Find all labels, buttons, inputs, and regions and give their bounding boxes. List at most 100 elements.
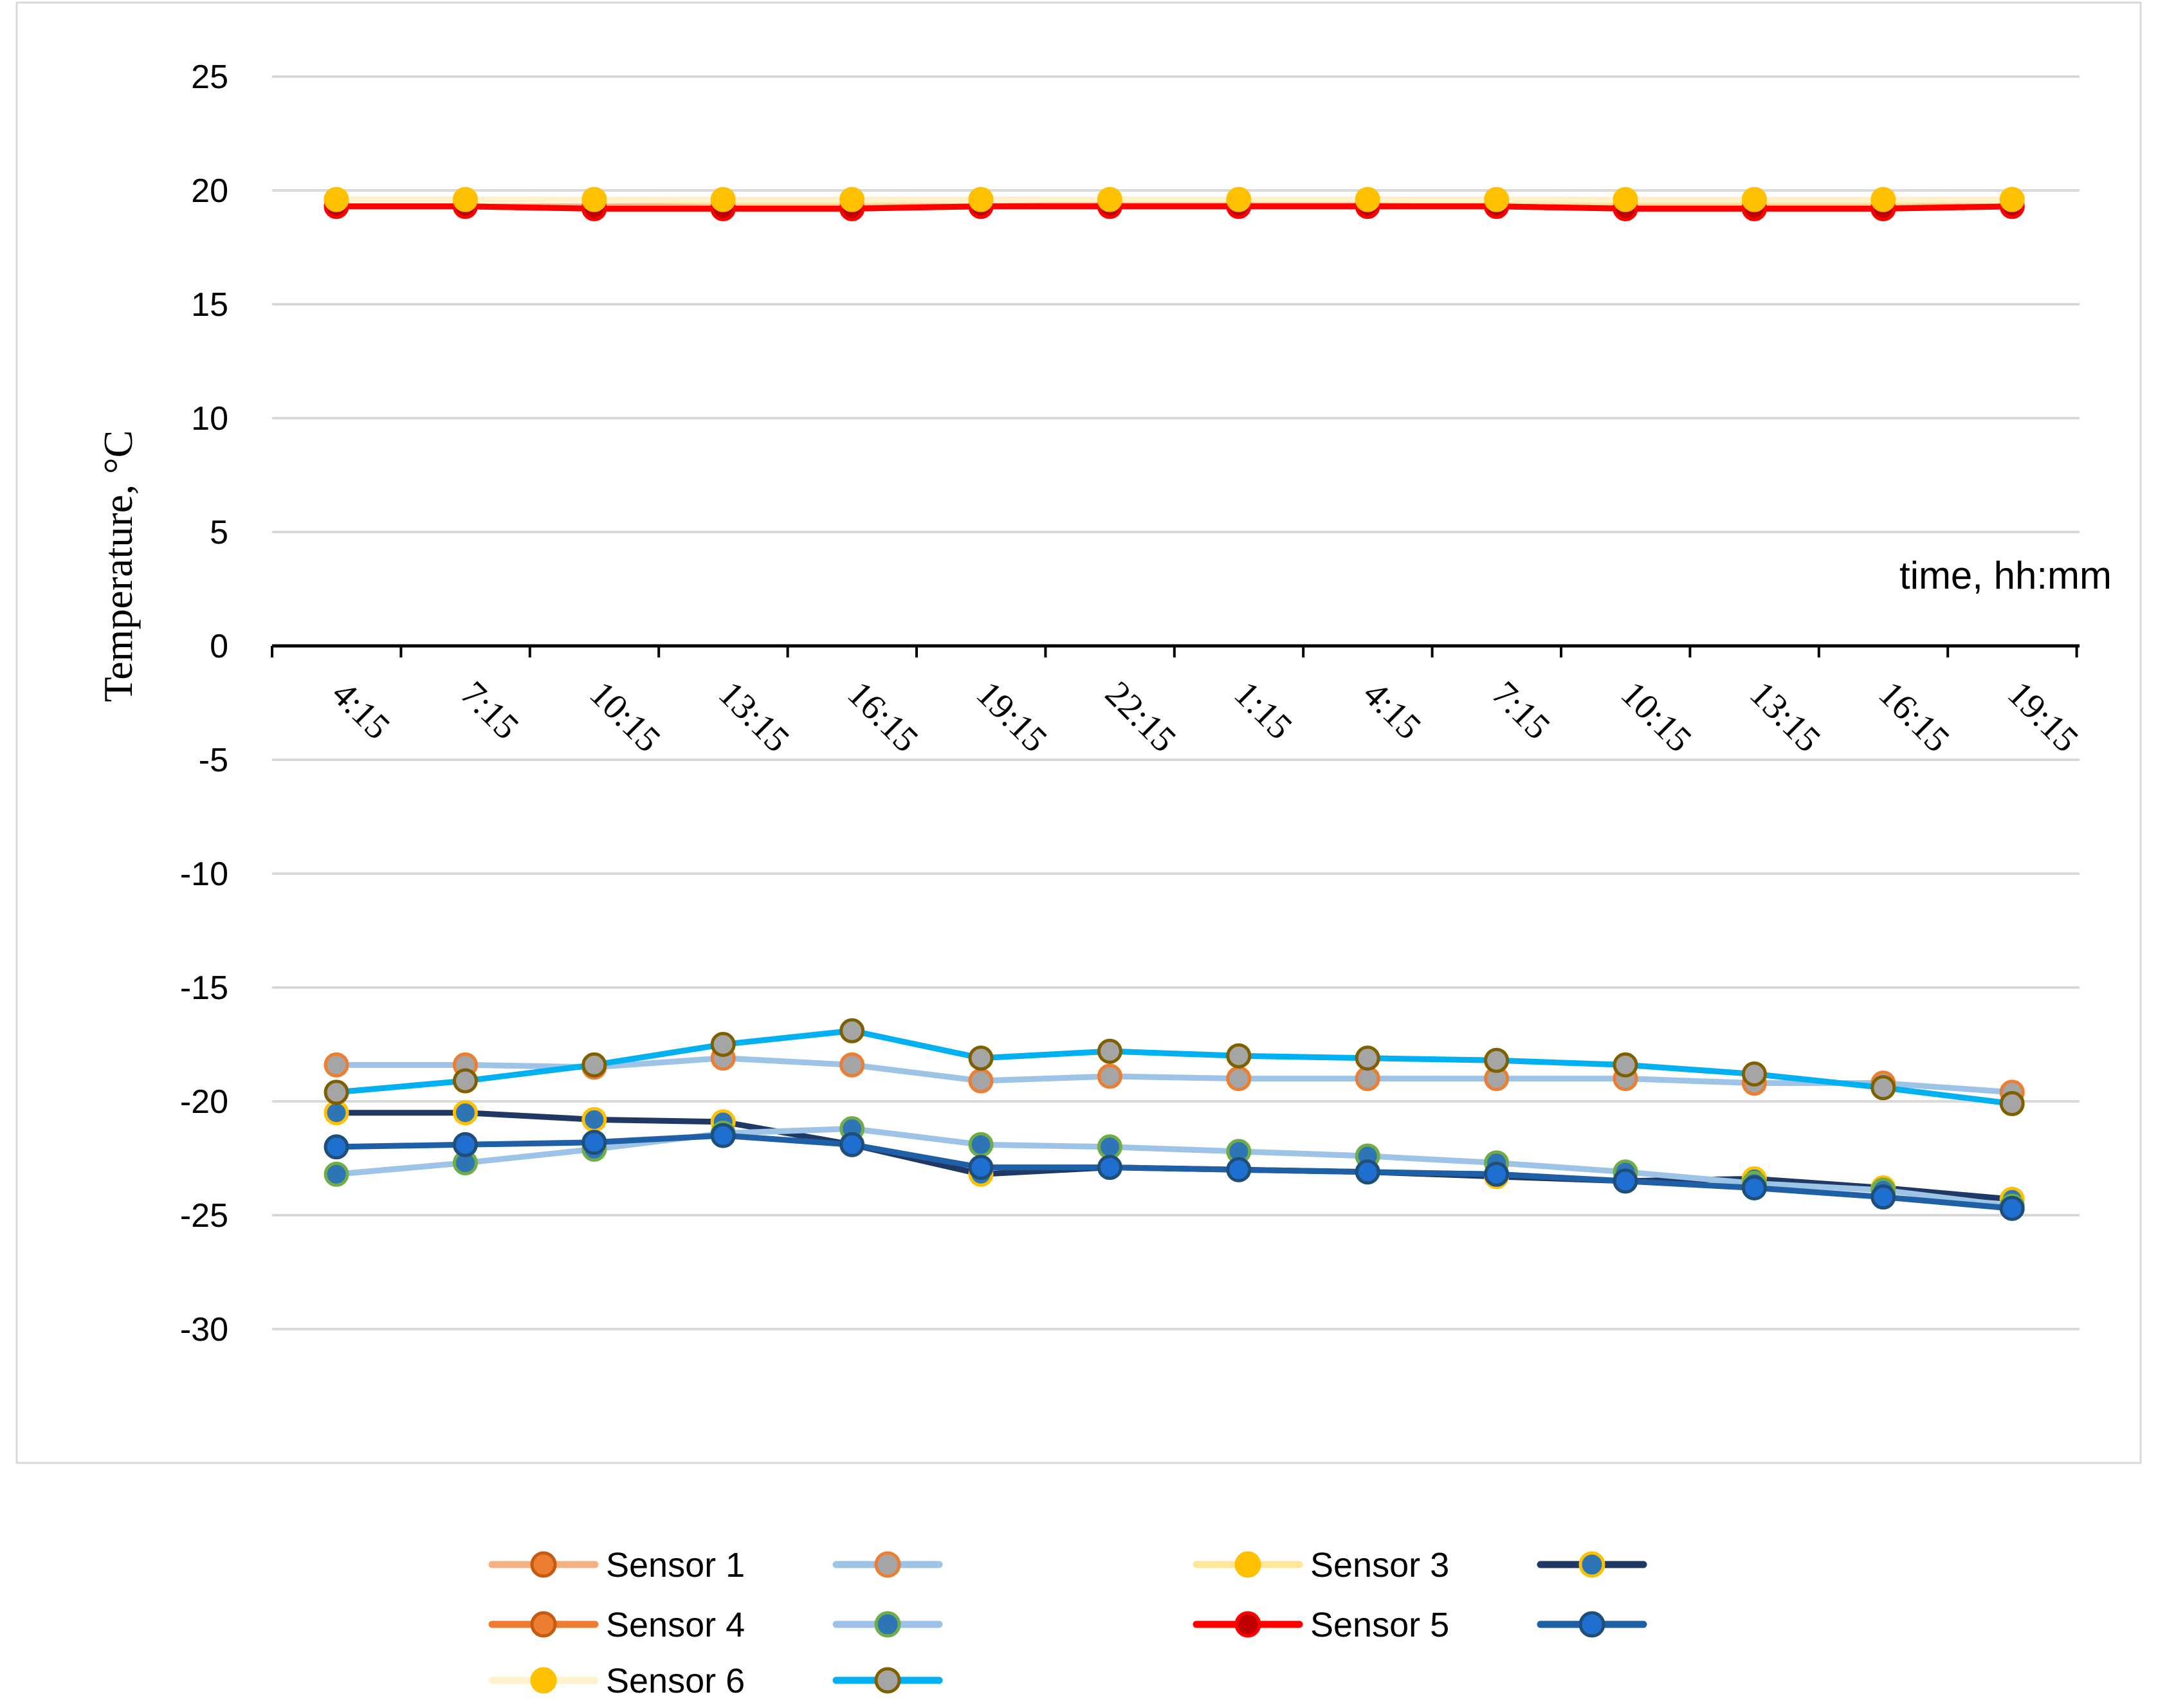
y-tick-label: 15 (191, 286, 228, 324)
y-tick-label: -25 (180, 1197, 228, 1235)
legend-entry (1537, 1551, 1647, 1578)
legend-swatch-marker (874, 1551, 901, 1578)
legend-swatch-marker (874, 1611, 901, 1638)
series-line (336, 1125, 2013, 1209)
data-point (1355, 187, 1380, 212)
data-point (324, 1100, 349, 1126)
data-point (452, 1100, 478, 1126)
data-point (324, 1052, 349, 1078)
y-tick-label: 0 (210, 628, 228, 665)
data-point (1484, 1161, 1510, 1187)
legend-entry (1537, 1611, 1647, 1638)
legend-swatch-marker (530, 1611, 557, 1638)
data-point (1870, 1184, 1896, 1210)
legend-entry: Sensor 3 (1193, 1546, 1449, 1584)
y-tick-label: 20 (191, 172, 228, 210)
data-point (1870, 1075, 1896, 1101)
y-tick-label: -5 (199, 742, 228, 779)
data-point (1613, 1052, 1638, 1078)
y-tick-label: -20 (180, 1083, 228, 1121)
data-point (1999, 1195, 2025, 1221)
data-point (452, 187, 478, 212)
data-point (1226, 1043, 1252, 1069)
y-tick-label: 10 (191, 400, 228, 437)
data-point (1226, 187, 1252, 212)
legend-entry (832, 1551, 943, 1578)
legend-swatch-marker (530, 1667, 557, 1694)
legend-swatch-marker (1578, 1551, 1605, 1578)
data-point (581, 1107, 607, 1132)
legend-label: Sensor 4 (606, 1606, 745, 1644)
legend-swatch-marker (530, 1551, 557, 1578)
data-point (1741, 187, 1767, 212)
data-point (1999, 1091, 2025, 1117)
data-point (581, 1130, 607, 1155)
series-9 (324, 187, 2025, 212)
legend-entry (832, 1611, 943, 1638)
legend-label: Sensor 3 (1310, 1546, 1449, 1584)
data-point (324, 1079, 349, 1105)
data-point (1484, 187, 1510, 212)
data-point (1355, 1045, 1380, 1071)
legend-entry: Sensor 6 (488, 1662, 745, 1700)
legend-swatch-marker (1234, 1551, 1261, 1578)
series-line (336, 1027, 2013, 1107)
y-tick-label: -15 (180, 969, 228, 1007)
data-point (968, 187, 994, 212)
data-point (968, 1132, 994, 1157)
data-point (324, 1134, 349, 1160)
y-axis-label: Temperature, °C (95, 430, 141, 702)
legend-label: Sensor 5 (1310, 1606, 1449, 1644)
data-point (1226, 1157, 1252, 1182)
legend-swatch-marker (1234, 1611, 1261, 1638)
series-10 (324, 1018, 2025, 1117)
y-axis-ticks: 25 20 15 10 5 0 -5 -10 -15 -20 -25 -30 (180, 59, 228, 1348)
data-point (968, 1155, 994, 1180)
data-point (581, 187, 607, 212)
data-point (1613, 187, 1638, 212)
legend: Sensor 1 Sensor 3 Sensor 4 Sensor 5 Sensor 6 (488, 1546, 1647, 1700)
data-point (1741, 1061, 1767, 1087)
data-point (452, 1132, 478, 1157)
data-point (710, 1123, 736, 1148)
legend-entry (832, 1667, 943, 1694)
data-point (1097, 1155, 1122, 1180)
data-point (1355, 1159, 1380, 1185)
data-point (968, 1068, 994, 1094)
legend-label: Sensor 6 (606, 1662, 745, 1700)
series-line (336, 1055, 2013, 1096)
data-point (710, 1032, 736, 1057)
x-axis-label: time, hh:mm (1899, 554, 2112, 597)
data-point (1870, 187, 1896, 212)
gridlines (272, 75, 2080, 1330)
data-point (1355, 1066, 1380, 1092)
data-point (839, 187, 865, 212)
y-tick-label: -10 (180, 856, 228, 893)
y-tick-label: 25 (191, 59, 228, 96)
y-tick-label: 5 (210, 514, 228, 551)
legend-entry: Sensor 1 (488, 1546, 745, 1584)
data-point (581, 1052, 607, 1078)
y-tick-label: -30 (180, 1311, 228, 1348)
series-line (336, 1132, 2013, 1211)
data-point (1097, 1038, 1122, 1064)
series-8 (324, 1123, 2025, 1221)
data-point (1097, 1134, 1122, 1160)
series-group (324, 187, 2025, 1221)
chart-frame (15, 1, 2142, 1464)
data-point (1097, 1063, 1122, 1089)
data-point (324, 187, 349, 212)
data-point (710, 187, 736, 212)
legend-entry: Sensor 4 (488, 1606, 745, 1644)
data-point (1484, 1047, 1510, 1073)
data-point (1226, 1066, 1252, 1092)
legend-swatch-marker (874, 1667, 901, 1694)
data-point (1999, 187, 2025, 212)
series-line (336, 203, 2013, 212)
data-point (1741, 1175, 1767, 1201)
data-point (1097, 187, 1122, 212)
data-point (452, 1068, 478, 1094)
data-point (839, 1052, 865, 1078)
data-point (324, 1161, 349, 1187)
